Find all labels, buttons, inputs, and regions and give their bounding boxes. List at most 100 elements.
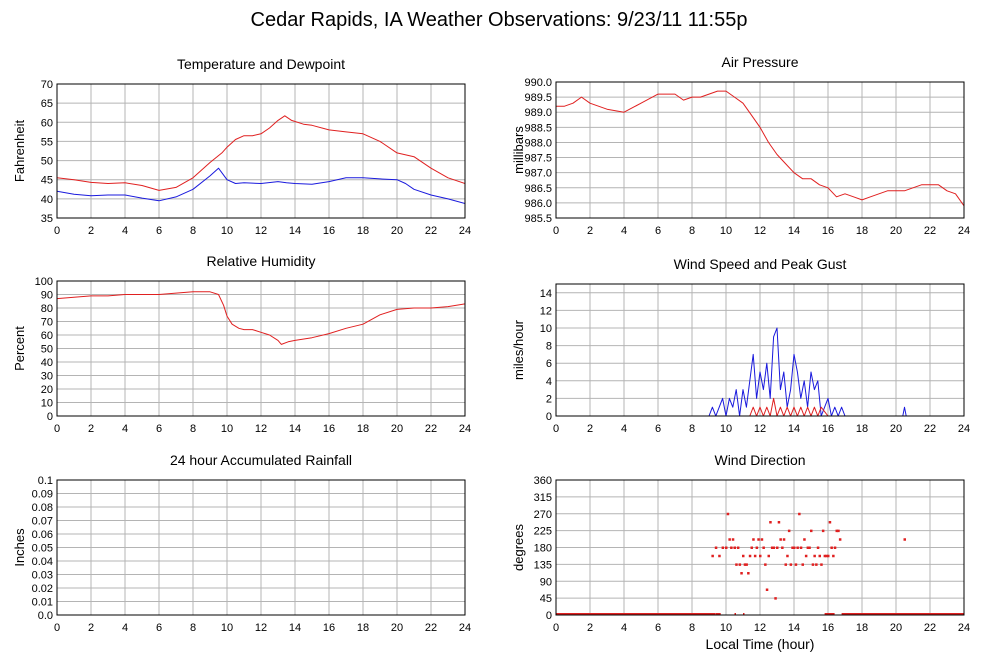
relative-humidity-chart: 0 2 4 6 8 10 12 14 16 18 20 22 240102030405060708090…	[12, 253, 471, 435]
plot-frame	[555, 283, 965, 417]
direction-point	[810, 529, 813, 533]
x-tick-label: 2	[88, 622, 94, 634]
y-tick-label: 30	[41, 371, 53, 383]
x-tick-label: 16	[323, 225, 335, 237]
direction-point	[818, 554, 821, 558]
direction-point	[740, 572, 743, 575]
direction-point	[828, 521, 832, 524]
y-tick-label: 0.08	[32, 502, 53, 514]
direction-point	[777, 521, 781, 524]
x-tick-label: 20	[890, 225, 902, 237]
air-pressure-chart: 0 2 4 6 8 10 12 14 16 18 20 22 24985.5986.0986.5987.…	[511, 54, 970, 237]
direction-point	[808, 546, 811, 549]
direction-point	[764, 563, 767, 566]
y-tick-label: 45	[41, 175, 53, 187]
y-tick-label: 20	[41, 384, 53, 396]
y-tick-label: 986.0	[524, 198, 552, 210]
direction-point	[827, 554, 830, 558]
direction-point	[816, 546, 820, 549]
plot-frame	[56, 83, 466, 219]
direction-point	[757, 538, 760, 541]
x-tick-label: 2	[88, 423, 94, 435]
y-tick-label: 315	[534, 492, 552, 504]
direction-point	[835, 529, 838, 533]
chart-title: Temperature and Dewpoint	[177, 56, 345, 72]
y-tick-label: 135	[534, 559, 552, 571]
series-line-1	[57, 167, 465, 204]
x-tick-label: 18	[856, 423, 868, 435]
y-tick-label: 0.05	[32, 543, 53, 555]
direction-point	[796, 546, 799, 549]
direction-point	[767, 554, 770, 558]
x-tick-label: 10	[720, 423, 732, 435]
plot-frame	[56, 280, 466, 417]
x-tick-label: 24	[459, 225, 471, 237]
direction-point	[755, 546, 759, 549]
y-tick-label: 990.0	[524, 77, 552, 89]
y-tick-label: 55	[41, 136, 53, 148]
direction-point	[725, 546, 728, 549]
y-tick-label: 988.5	[524, 122, 552, 134]
direction-point	[784, 563, 787, 566]
direction-point	[781, 546, 784, 549]
direction-point	[832, 554, 835, 558]
direction-point	[726, 512, 730, 516]
y-axis-label: Fahrenheit	[12, 120, 27, 183]
x-tick-label: 22	[924, 225, 936, 237]
direction-point	[711, 554, 714, 558]
direction-point	[837, 529, 840, 533]
y-tick-label: 270	[534, 509, 552, 521]
series-line-0	[57, 115, 465, 191]
x-tick-label: 18	[856, 622, 868, 634]
y-tick-label: 80	[41, 303, 53, 315]
x-tick-label: 8	[689, 622, 695, 634]
x-tick-label: 16	[822, 423, 834, 435]
x-tick-label: 24	[958, 622, 970, 634]
direction-point	[772, 546, 776, 549]
direction-point	[806, 546, 810, 549]
x-tick-label: 14	[289, 225, 301, 237]
x-tick-label: 2	[587, 622, 593, 634]
direction-point	[823, 554, 827, 558]
x-tick-label: 20	[391, 622, 403, 634]
direction-point	[903, 538, 906, 541]
x-tick-label: 10	[720, 225, 732, 237]
x-tick-label: 2	[587, 423, 593, 435]
direction-point	[833, 546, 837, 549]
x-tick-label: 0	[553, 622, 559, 634]
chart-title: Relative Humidity	[207, 253, 316, 269]
y-tick-label: 35	[41, 213, 53, 225]
direction-point	[759, 554, 762, 558]
x-tick-label: 10	[221, 423, 233, 435]
x-tick-label: 16	[822, 622, 834, 634]
x-tick-label: 20	[391, 225, 403, 237]
x-tick-label: 10	[221, 225, 233, 237]
direction-point	[811, 563, 815, 566]
direction-point	[776, 546, 779, 549]
y-tick-label: 90	[41, 290, 53, 302]
direction-point	[748, 554, 752, 558]
x-tick-label: 12	[255, 225, 267, 237]
y-tick-label: 0.04	[32, 556, 53, 568]
y-tick-label: 0.01	[32, 597, 53, 609]
direction-point	[782, 538, 786, 541]
direction-point	[803, 538, 806, 541]
y-tick-label: 70	[41, 79, 53, 91]
direction-point	[789, 563, 793, 566]
y-tick-label: 10	[540, 323, 552, 335]
y-tick-label: 14	[540, 288, 552, 300]
y-tick-label: 50	[41, 156, 53, 168]
x-tick-label: 14	[788, 423, 800, 435]
x-tick-label: 12	[754, 622, 766, 634]
x-tick-label: 10	[720, 622, 732, 634]
y-tick-label: 40	[41, 357, 53, 369]
plot-frame	[555, 479, 965, 616]
y-axis-label: Inches	[12, 528, 27, 567]
direction-point	[750, 546, 753, 549]
direction-point	[794, 563, 798, 566]
plot-frame	[555, 81, 965, 219]
x-tick-label: 22	[924, 622, 936, 634]
x-tick-label: 0	[553, 225, 559, 237]
direction-point	[738, 563, 742, 566]
